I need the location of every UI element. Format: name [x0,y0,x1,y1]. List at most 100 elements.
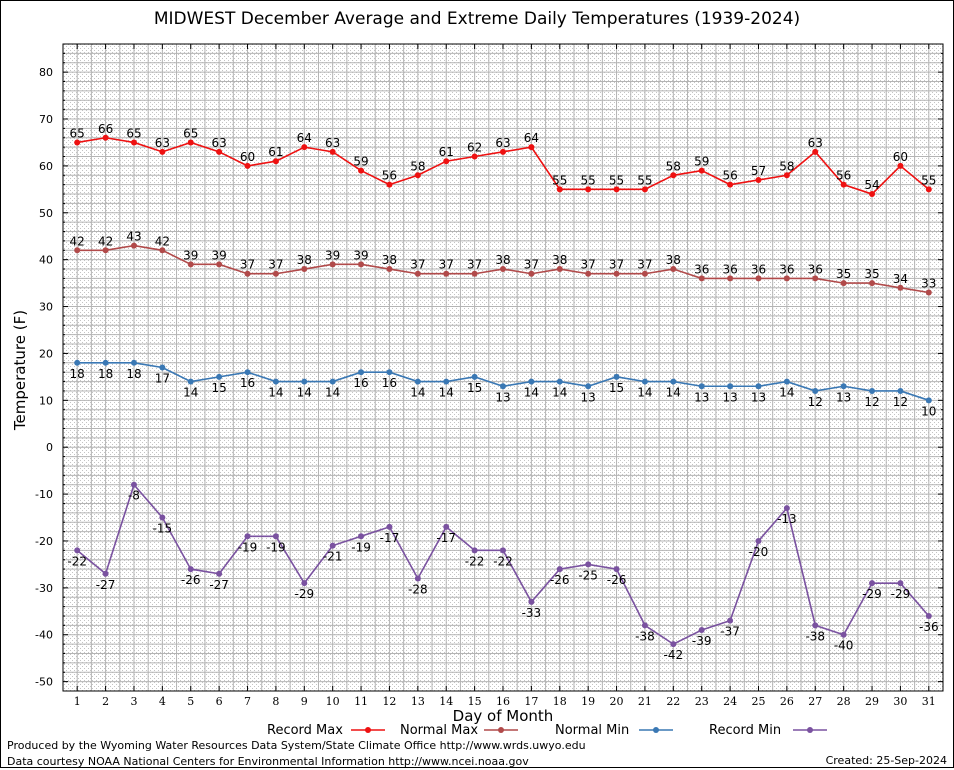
data-label: 14 [524,386,539,400]
data-label: -40 [834,639,854,653]
x-tick-label: 4 [159,695,166,708]
x-tick-label: 26 [780,695,794,708]
data-label: 42 [155,234,170,248]
data-label: 61 [268,145,283,159]
data-point [500,266,506,273]
data-label: 13 [581,390,596,404]
data-label: 14 [779,386,794,400]
data-point [897,387,904,394]
data-label: 39 [211,248,226,262]
x-tick-label: 31 [922,695,936,708]
data-label: 60 [893,150,908,164]
data-label: 16 [353,376,368,390]
data-point [443,270,450,277]
data-point [443,523,450,530]
x-tick-label: 27 [808,695,822,708]
data-label: -26 [607,573,627,587]
data-point [187,566,194,573]
data-label: -33 [522,606,542,620]
data-point [301,378,308,385]
data-label: -22 [67,554,87,568]
x-tick-label: 19 [581,695,595,708]
data-point [386,181,393,188]
data-label: 36 [808,262,823,276]
data-point [585,561,592,568]
data-point [414,270,421,277]
data-label: -38 [805,629,825,643]
data-label: -27 [96,578,116,592]
data-point [386,369,393,376]
y-tick-label: -50 [35,676,53,689]
data-point [471,270,478,277]
data-point [414,378,421,385]
y-tick-label: 40 [39,254,53,267]
data-point [783,275,790,282]
y-tick-label: -40 [35,629,53,642]
y-tick-label: 60 [39,160,53,173]
data-point [755,275,762,282]
data-label: 16 [382,376,397,390]
data-point [301,266,308,273]
data-label: 35 [836,267,851,281]
x-tick-label: 24 [723,695,737,708]
data-point [244,270,251,277]
data-point [74,359,81,366]
data-label: -26 [181,573,201,587]
data-point [755,383,762,390]
data-label: 13 [751,390,766,404]
data-point [74,247,81,254]
data-label: 13 [495,390,510,404]
data-point [698,167,705,174]
x-tick-label: 21 [638,695,652,708]
data-label: 13 [836,390,851,404]
data-label: 39 [183,248,198,262]
data-label: 38 [495,253,510,267]
data-label: 55 [581,173,596,187]
data-label: 39 [353,248,368,262]
data-point [272,533,279,540]
data-label: -28 [408,582,428,596]
data-label: 55 [637,173,652,187]
data-point [244,533,251,540]
data-label: 58 [779,159,794,173]
data-label: -19 [266,540,286,554]
data-label: -17 [380,531,400,545]
data-label: 18 [98,367,113,381]
data-point [187,261,194,268]
data-label: -29 [862,587,882,601]
legend-label: Normal Max [400,723,478,738]
data-label: 37 [581,258,596,272]
data-label: -20 [749,545,769,559]
data-point [301,580,308,587]
data-point [727,383,734,390]
data-point [130,242,137,249]
data-label: 56 [722,169,737,183]
data-point [74,547,81,554]
y-tick-label: 20 [39,347,53,360]
data-label: 56 [382,169,397,183]
data-point [102,134,109,141]
data-point [386,266,393,273]
data-point [272,158,279,165]
data-label: 55 [609,173,624,187]
data-point [556,266,563,273]
data-point [925,397,932,404]
data-label: 39 [325,248,340,262]
data-point [698,627,705,634]
data-label: 63 [495,136,510,150]
data-label: 38 [382,253,397,267]
data-point [358,167,365,174]
y-tick-label: -30 [35,582,53,595]
legend-label: Normal Min [555,723,629,738]
data-point [500,383,506,390]
x-tick-label: 9 [301,695,308,708]
data-label: -19 [238,540,258,554]
data-point [216,148,223,155]
data-label: 58 [666,159,681,173]
data-label: -29 [294,587,314,601]
data-point [556,186,563,193]
data-label: 58 [410,159,425,173]
data-point [130,359,137,366]
data-label: 16 [240,376,255,390]
data-point [812,387,819,394]
